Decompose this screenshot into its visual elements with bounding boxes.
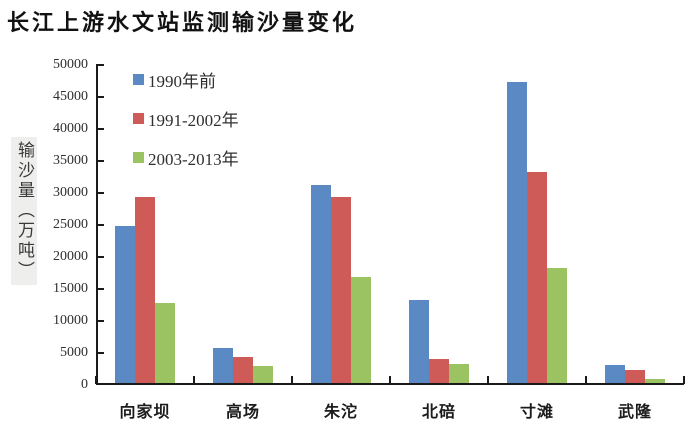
legend-label: 2003-2013年 (148, 149, 239, 169)
y-axis-tick (96, 320, 104, 322)
x-axis-category-label: 北碚 (421, 404, 456, 421)
y-axis-tick (96, 128, 104, 130)
y-axis-tick-label: 20000 (53, 249, 88, 264)
y-axis-tick (96, 224, 104, 226)
bar-1991-2002年-北碚 (429, 359, 449, 383)
legend-label: 1991-2002年 (148, 110, 239, 130)
y-axis-tick-label: 30000 (53, 185, 88, 200)
bar-2003-2013年-朱沱 (351, 277, 371, 383)
y-axis-tick (96, 96, 104, 98)
bar-2003-2013年-北碚 (449, 363, 469, 383)
y-axis-tick-label: 35000 (53, 153, 88, 168)
bar-1990年前-北碚 (409, 299, 429, 383)
y-axis-tick-label: 5000 (60, 345, 88, 360)
x-axis-tick (291, 376, 293, 384)
x-axis-tick (585, 376, 587, 384)
x-axis-tick (193, 376, 195, 384)
legend-swatch-icon (133, 151, 144, 163)
bar-2003-2013年-向家坝 (155, 303, 175, 383)
x-axis-category-label: 高场 (225, 404, 260, 421)
y-axis-tick (96, 352, 104, 354)
x-axis-category-label: 武隆 (617, 404, 652, 421)
y-axis-tick-label: 10000 (53, 313, 88, 328)
y-axis-tick-label: 25000 (53, 217, 88, 232)
bar-1990年前-高场 (213, 347, 233, 383)
y-axis-tick-label: 15000 (53, 281, 88, 296)
bar-1991-2002年-朱沱 (331, 197, 351, 383)
bar-1990年前-寸滩 (507, 82, 527, 383)
bar-2003-2013年-寸滩 (547, 267, 567, 383)
legend: 1990年前 1991-2002年 2003-2013年 (133, 70, 239, 187)
x-axis-tick (487, 376, 489, 384)
x-axis-category-label: 朱沱 (323, 404, 358, 421)
legend-label: 1990年前 (148, 71, 216, 91)
y-axis-tick (96, 64, 104, 66)
y-axis-tick (96, 288, 104, 290)
bar-1990年前-朱沱 (311, 184, 331, 383)
chart-title: 长江上游水文站监测输沙量变化 (7, 10, 358, 35)
bar-1991-2002年-寸滩 (527, 171, 547, 383)
x-axis-tick (389, 376, 391, 384)
x-axis-category-label: 向家坝 (119, 404, 171, 421)
bar-1991-2002年-高场 (233, 357, 253, 383)
y-axis-tick (96, 192, 104, 194)
y-axis-tick-label: 50000 (53, 57, 88, 72)
y-axis-tick (96, 160, 104, 162)
bar-1991-2002年-武隆 (625, 370, 645, 383)
x-axis-category-label: 寸滩 (519, 404, 554, 421)
bar-1990年前-向家坝 (115, 226, 135, 383)
bar-2003-2013年-武隆 (645, 378, 665, 383)
legend-item: 2003-2013年 (133, 148, 239, 169)
y-axis-tick-label: 45000 (53, 89, 88, 104)
y-axis-title: 输沙量（万吨） (11, 137, 37, 285)
bar-2003-2013年-高场 (253, 365, 273, 383)
y-axis-tick-label: 40000 (53, 121, 88, 136)
x-axis-tick (683, 376, 685, 384)
y-axis-tick-label: 0 (81, 377, 88, 392)
legend-swatch-icon (133, 73, 144, 85)
bar-1991-2002年-向家坝 (135, 197, 155, 383)
legend-item: 1990年前 (133, 70, 239, 91)
bar-1990年前-武隆 (605, 365, 625, 383)
x-axis-tick (95, 376, 97, 384)
y-axis-tick (96, 256, 104, 258)
legend-swatch-icon (133, 112, 144, 124)
legend-item: 1991-2002年 (133, 109, 239, 130)
